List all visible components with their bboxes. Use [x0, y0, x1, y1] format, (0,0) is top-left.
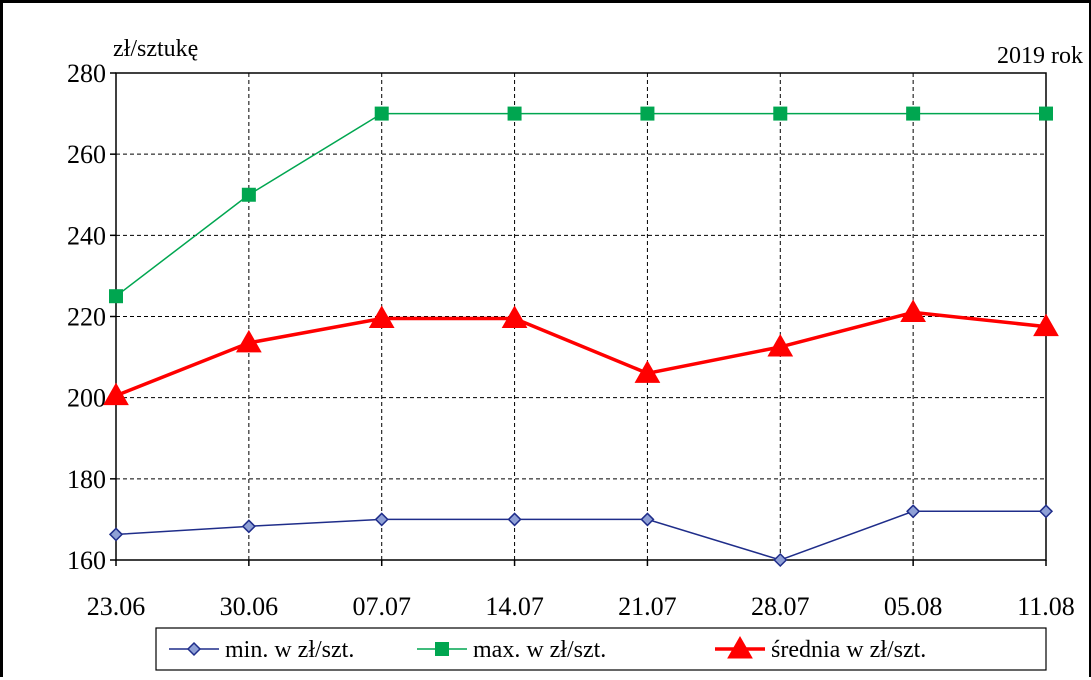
data-point	[507, 512, 522, 527]
legend: min. w zł/szt. max. w zł/szt. średnia w zł…	[155, 627, 1047, 671]
y-tick-labels: 160 180 200 220 240 260 280	[67, 59, 106, 575]
y-tick-label: 280	[67, 59, 106, 88]
x-tick-label: 05.08	[884, 592, 943, 621]
x-tick-label: 21.07	[618, 592, 677, 621]
data-point	[374, 106, 389, 121]
data-point	[640, 106, 655, 121]
data-point	[1033, 313, 1059, 337]
y-unit-label: zł/sztukę	[113, 36, 198, 62]
legend-swatch-marker	[186, 641, 202, 657]
data-point	[1038, 504, 1054, 519]
data-point	[103, 382, 129, 406]
data-point	[906, 504, 921, 519]
y-tick-label: 200	[67, 384, 106, 413]
data-point	[108, 527, 124, 542]
legend-swatch-marker	[435, 642, 449, 656]
series-1	[108, 504, 1054, 568]
data-point	[501, 305, 528, 329]
gridlines	[116, 73, 1046, 560]
x-tick-label: 23.06	[87, 592, 146, 621]
year-label: 2019 rok	[997, 43, 1083, 69]
x-tick-labels: 23.06 30.06 07.07 14.07 21.07 28.07 05.08 11.08	[87, 592, 1075, 621]
legend-label: średnia w zł/szt.	[771, 637, 926, 663]
data-point	[906, 106, 921, 121]
data-point	[634, 360, 661, 383]
legend-item: max. w zł/szt.	[417, 637, 606, 663]
data-point	[767, 333, 794, 357]
data-point	[773, 106, 788, 121]
x-tick-label: 30.06	[220, 592, 279, 621]
series-line	[115, 510, 1046, 561]
data-point	[640, 512, 655, 527]
legend-item: średnia w zł/szt.	[715, 635, 926, 663]
data-point	[241, 519, 256, 534]
line-chart: zł/sztukę 2019 rok 160 180 200 220 240 260 280…	[67, 36, 1083, 671]
data-point	[1039, 106, 1053, 121]
legend-label: max. w zł/szt.	[473, 637, 606, 663]
y-tick-label: 180	[67, 465, 106, 494]
data-point	[374, 512, 389, 527]
data-point	[773, 552, 788, 568]
y-tick-label: 220	[67, 303, 106, 332]
legend-item: min. w zł/szt.	[169, 637, 354, 663]
data-point	[368, 305, 395, 329]
series-line	[115, 310, 1047, 398]
data-point	[235, 329, 262, 353]
x-tick-label: 11.08	[1017, 592, 1075, 621]
data-point	[507, 106, 522, 121]
data-point	[900, 299, 927, 322]
x-tick-label: 28.07	[751, 592, 810, 621]
legend-swatch-marker	[727, 635, 753, 659]
legend-box	[155, 627, 1047, 671]
series-2	[109, 106, 1053, 304]
y-tick-label: 260	[67, 140, 106, 169]
legend-label: min. w zł/szt.	[225, 637, 354, 663]
y-tick-label: 160	[67, 546, 106, 575]
x-tick-label: 07.07	[352, 592, 411, 621]
y-tick-label: 240	[67, 221, 106, 250]
series-lines	[103, 106, 1059, 568]
series-line	[115, 112, 1046, 297]
data-point	[241, 187, 256, 202]
data-point	[109, 289, 123, 304]
x-tick-label: 14.07	[485, 592, 544, 621]
series-3	[103, 299, 1059, 406]
